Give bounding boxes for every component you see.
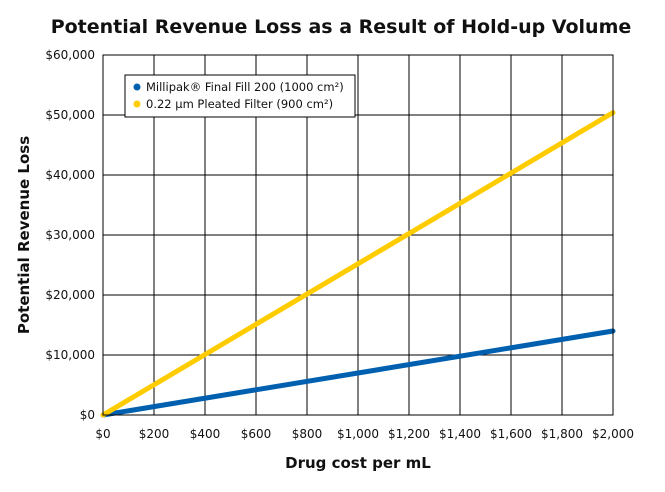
y-tick-label: $0 [80, 408, 95, 422]
legend-marker-pleated-filter [133, 100, 141, 108]
chart-title: Potential Revenue Loss as a Result of Ho… [51, 16, 632, 38]
x-axis-ticks: $0 $200 $400 $600 $800 $1,000 $1,200 $1,400 $1,6… [95, 427, 634, 441]
x-tick-label: $600 [241, 427, 272, 441]
y-tick-label: $60,000 [45, 48, 95, 62]
y-tick-label: $40,000 [45, 168, 95, 182]
y-tick-label: $20,000 [45, 288, 95, 302]
x-tick-label: $1,000 [337, 427, 379, 441]
legend-label-millipak: Millipak® Final Fill 200 (1000 cm²) [146, 80, 344, 94]
series-line-0 [100, 328, 616, 418]
x-tick-label: $200 [139, 427, 170, 441]
x-tick-label: $1,400 [439, 427, 481, 441]
series-layer [100, 110, 616, 418]
x-tick-label: $400 [190, 427, 221, 441]
x-tick-label: $1,800 [541, 427, 583, 441]
series-line-1 [100, 110, 616, 418]
x-tick-label: $1,200 [388, 427, 430, 441]
legend-marker-millipak [133, 83, 141, 91]
legend-box [124, 74, 356, 118]
x-axis-title: Drug cost per mL [285, 454, 431, 472]
x-tick-label: $0 [95, 427, 110, 441]
y-axis-ticks: $0 $10,000 $20,000 $30,000 $40,000 $50,000 $60… [45, 48, 95, 422]
x-tick-label: $1,600 [490, 427, 532, 441]
legend: Millipak® Final Fill 200 (1000 cm²) 0.22… [124, 74, 356, 118]
legend-label-pleated-filter: 0.22 µm Pleated Filter (900 cm²) [146, 97, 333, 111]
y-tick-label: $30,000 [45, 228, 95, 242]
y-tick-label: $10,000 [45, 348, 95, 362]
x-tick-label: $2,000 [592, 427, 634, 441]
y-axis-title: Potential Revenue Loss [15, 136, 33, 334]
plot-frame [102, 54, 614, 416]
x-tick-label: $800 [292, 427, 323, 441]
y-tick-label: $50,000 [45, 108, 95, 122]
